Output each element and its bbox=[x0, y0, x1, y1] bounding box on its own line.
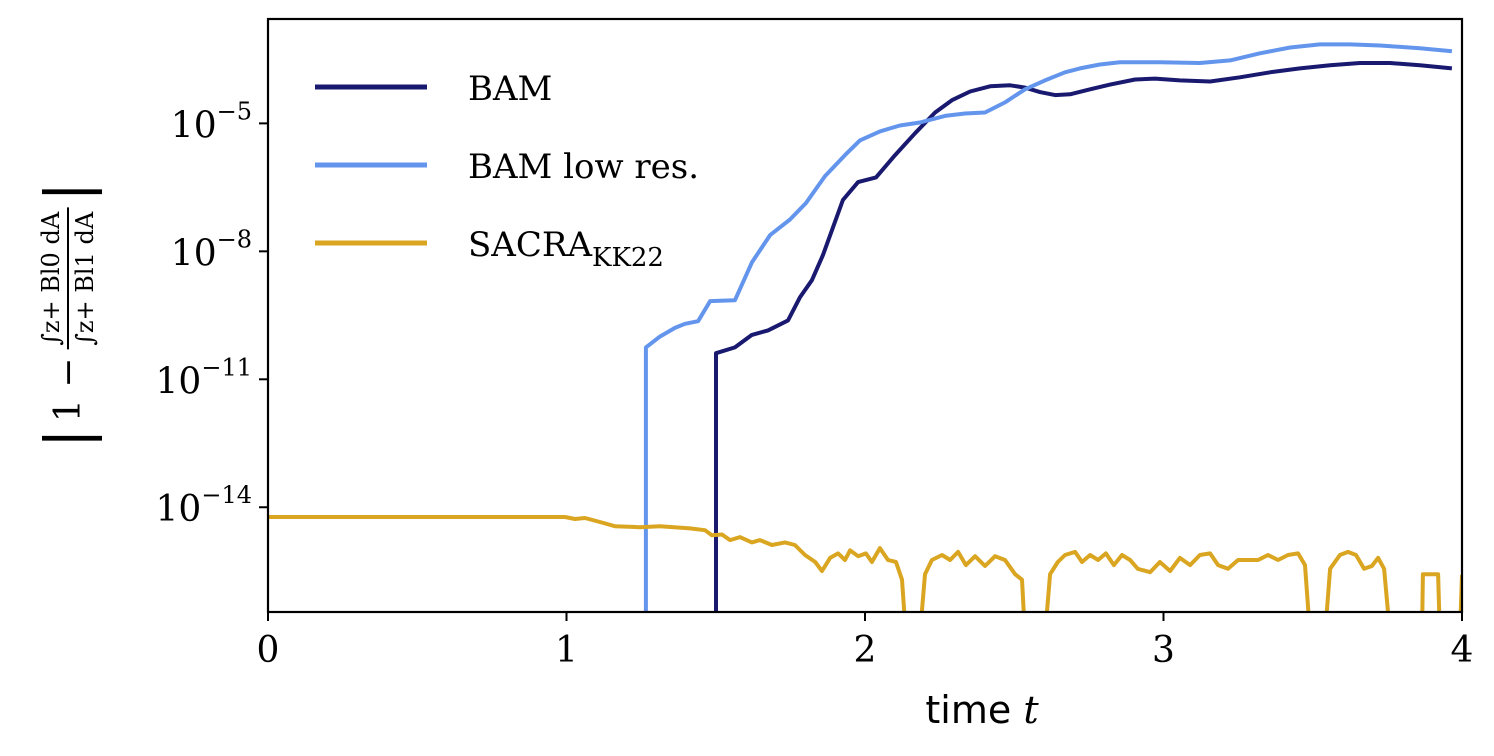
legend: BAM BAM low res. SACRAKK22 bbox=[315, 69, 699, 273]
x-tick-label: 2 bbox=[854, 630, 877, 671]
legend-label-1: BAM low res. bbox=[468, 147, 699, 187]
y-tick-label: 10−14 bbox=[156, 481, 252, 530]
series-line-0 bbox=[714, 61, 1453, 612]
y-label-prefix: 1 − bbox=[47, 357, 89, 423]
y-label-numerator: ∫z+ Bl0 dA bbox=[37, 207, 69, 350]
y-tick-label: 10−11 bbox=[156, 353, 252, 402]
x-tick-label: 1 bbox=[555, 630, 578, 671]
x-tick-label: 0 bbox=[257, 630, 280, 671]
y-label-fraction: ∫z+ Bl0 dA ∫z+ Bl1 dA bbox=[37, 207, 99, 350]
plot-frame bbox=[266, 17, 1464, 614]
abs-bar-left: | bbox=[33, 428, 103, 449]
series-layer bbox=[268, 42, 1462, 612]
x-axis-label-var: t bbox=[1023, 688, 1039, 732]
y-axis-label: | 1 − ∫z+ Bl0 dA ∫z+ Bl1 dA | bbox=[33, 176, 103, 455]
series-line-1 bbox=[643, 42, 1453, 612]
x-tick-label: 4 bbox=[1451, 630, 1474, 671]
x-axis-label: time t bbox=[0, 688, 1494, 732]
y-tick-label: 10−5 bbox=[171, 97, 252, 146]
y-label-denominator: ∫z+ Bl1 dA bbox=[71, 211, 99, 346]
series-line-2 bbox=[268, 515, 1462, 612]
y-tick-label: 10−8 bbox=[171, 225, 252, 274]
x-tick-label: 3 bbox=[1152, 630, 1175, 671]
legend-label-0: BAM bbox=[468, 69, 552, 109]
legend-label-2: SACRAKK22 bbox=[468, 225, 664, 273]
tick-layer: 0 1 2 3 4 10−5 10−8 10−11 10−14 bbox=[156, 97, 1474, 671]
abs-bar-right: | bbox=[33, 181, 103, 202]
x-axis-label-text: time bbox=[925, 688, 1012, 732]
